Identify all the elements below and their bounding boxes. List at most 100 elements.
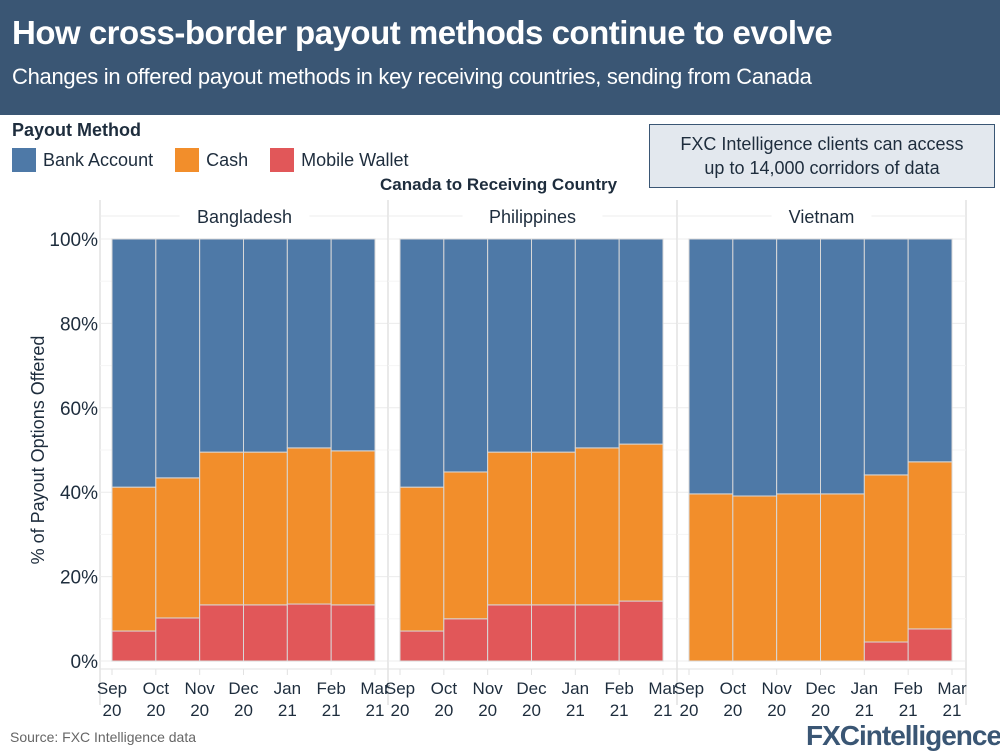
bar-segment-bank-account xyxy=(487,238,532,453)
bar-segment-cash xyxy=(863,474,909,643)
x-tick-label-month: Sep xyxy=(674,679,704,698)
panel-title: Philippines xyxy=(489,207,576,227)
bar-segment-cash xyxy=(330,450,376,606)
y-tick-label: 20% xyxy=(60,568,98,589)
chart-title: How cross-border payout methods continue… xyxy=(12,14,833,51)
bar-segment-bank-account xyxy=(863,238,909,476)
header-banner: How cross-border payout methods continue… xyxy=(0,0,1000,115)
bar-segment-bank-account xyxy=(111,238,157,488)
bar-segment-bank-account xyxy=(199,238,245,453)
x-tick-label-month: Oct xyxy=(143,679,170,698)
legend-swatch-bank-account xyxy=(12,148,36,172)
bar-segment-cash xyxy=(199,451,245,606)
legend-label: Bank Account xyxy=(43,149,154,170)
x-tick-label-year: 20 xyxy=(146,701,165,720)
bar-segment-cash xyxy=(155,477,201,619)
legend: Bank Account Cash Mobile Wallet xyxy=(12,148,430,172)
x-tick-label-year: 21 xyxy=(322,701,341,720)
x-tick-label-month: Mar xyxy=(648,679,678,698)
x-tick-label-year: 21 xyxy=(943,701,962,720)
x-tick-label-year: 21 xyxy=(899,701,918,720)
source-note: Source: FXC Intelligence data xyxy=(10,729,196,745)
bar-segment-bank-account xyxy=(443,238,489,473)
x-tick-label-year: 20 xyxy=(391,701,410,720)
x-tick-label-year: 21 xyxy=(610,701,629,720)
legend-swatch-cash xyxy=(175,148,200,172)
bar-segment-mobile-wallet xyxy=(111,630,157,662)
bar-segment-mobile-wallet xyxy=(574,604,620,662)
y-tick-label: 60% xyxy=(60,399,98,420)
facet-title: Canada to Receiving Country xyxy=(380,175,618,194)
bar-segment-bank-account xyxy=(243,238,288,453)
panel-title: Vietnam xyxy=(789,207,855,227)
x-tick-label-month: Mar xyxy=(360,679,390,698)
x-tick-label-month: Feb xyxy=(317,679,346,698)
x-tick-label-month: Sep xyxy=(385,679,415,698)
bar-segment-mobile-wallet xyxy=(531,604,576,662)
legend-swatch-mobile-wallet xyxy=(270,148,295,172)
bar-segment-mobile-wallet xyxy=(487,604,532,662)
bar-segment-bank-account xyxy=(574,238,620,449)
x-tick-label-year: 21 xyxy=(654,701,673,720)
strip-bg xyxy=(771,204,872,228)
x-tick-label-month: Jan xyxy=(274,679,301,698)
x-tick-label-year: 21 xyxy=(278,701,297,720)
bar-segment-cash xyxy=(286,447,332,605)
bar-segment-mobile-wallet xyxy=(907,628,953,662)
x-tick-label-year: 21 xyxy=(855,701,874,720)
logo-main: FXC xyxy=(806,720,860,751)
chart-subtitle: Changes in offered payout methods in key… xyxy=(12,64,812,89)
x-tick-label-month: Nov xyxy=(185,679,216,698)
bar-segment-cash xyxy=(732,495,778,662)
x-tick-label-month: Jan xyxy=(562,679,589,698)
y-axis-label: % of Payout Options Offered xyxy=(28,336,48,565)
bar-segment-bank-account xyxy=(399,238,445,488)
bar-segment-cash xyxy=(820,493,865,662)
legend-label: Cash xyxy=(206,149,249,170)
bar-segment-bank-account xyxy=(155,238,201,479)
x-tick-label-year: 20 xyxy=(767,701,786,720)
x-tick-label-year: 20 xyxy=(723,701,742,720)
legend-item-mobile-wallet: Mobile Wallet xyxy=(270,148,408,172)
legend-label: Mobile Wallet xyxy=(301,149,409,170)
y-tick-label: 80% xyxy=(60,314,98,335)
bar-segment-cash xyxy=(776,493,822,662)
x-tick-label-month: Feb xyxy=(894,679,923,698)
bar-segment-mobile-wallet xyxy=(443,618,489,662)
x-tick-label-month: Jan xyxy=(851,679,878,698)
x-tick-label-year: 20 xyxy=(522,701,541,720)
callout-box: FXC Intelligence clients can access up t… xyxy=(649,124,995,188)
bar-segment-cash xyxy=(574,447,620,606)
x-tick-label-month: Sep xyxy=(97,679,127,698)
bar-segment-bank-account xyxy=(907,238,953,463)
bar-segment-mobile-wallet xyxy=(618,600,664,662)
bar-segment-cash xyxy=(618,443,664,602)
bar-segment-bank-account xyxy=(776,238,822,495)
bar-segment-bank-account xyxy=(820,238,865,495)
x-tick-label-year: 20 xyxy=(190,701,209,720)
x-tick-label-year: 21 xyxy=(566,701,585,720)
strip-bg xyxy=(462,204,603,228)
bar-segment-bank-account xyxy=(330,238,376,452)
bar-segment-cash xyxy=(907,461,953,630)
x-tick-label-month: Feb xyxy=(605,679,634,698)
legend-item-cash: Cash xyxy=(175,148,248,172)
bar-segment-cash xyxy=(531,451,576,606)
bar-segment-mobile-wallet xyxy=(286,603,332,662)
x-tick-label-month: Oct xyxy=(720,679,747,698)
bar-segment-cash xyxy=(487,451,532,606)
x-tick-label-year: 20 xyxy=(103,701,122,720)
bar-segment-mobile-wallet xyxy=(399,630,445,662)
x-tick-label-year: 20 xyxy=(434,701,453,720)
callout-line-2: up to 14,000 corridors of data xyxy=(704,158,940,178)
x-tick-label-month: Dec xyxy=(805,679,836,698)
bar-segment-mobile-wallet xyxy=(243,604,288,662)
x-tick-label-month: Dec xyxy=(516,679,547,698)
x-tick-label-month: Oct xyxy=(431,679,458,698)
bar-segment-mobile-wallet xyxy=(155,617,201,662)
bar-segment-mobile-wallet xyxy=(199,604,245,662)
bar-segment-bank-account xyxy=(286,238,332,449)
x-tick-label-month: Dec xyxy=(228,679,259,698)
bar-segment-cash xyxy=(443,471,489,620)
